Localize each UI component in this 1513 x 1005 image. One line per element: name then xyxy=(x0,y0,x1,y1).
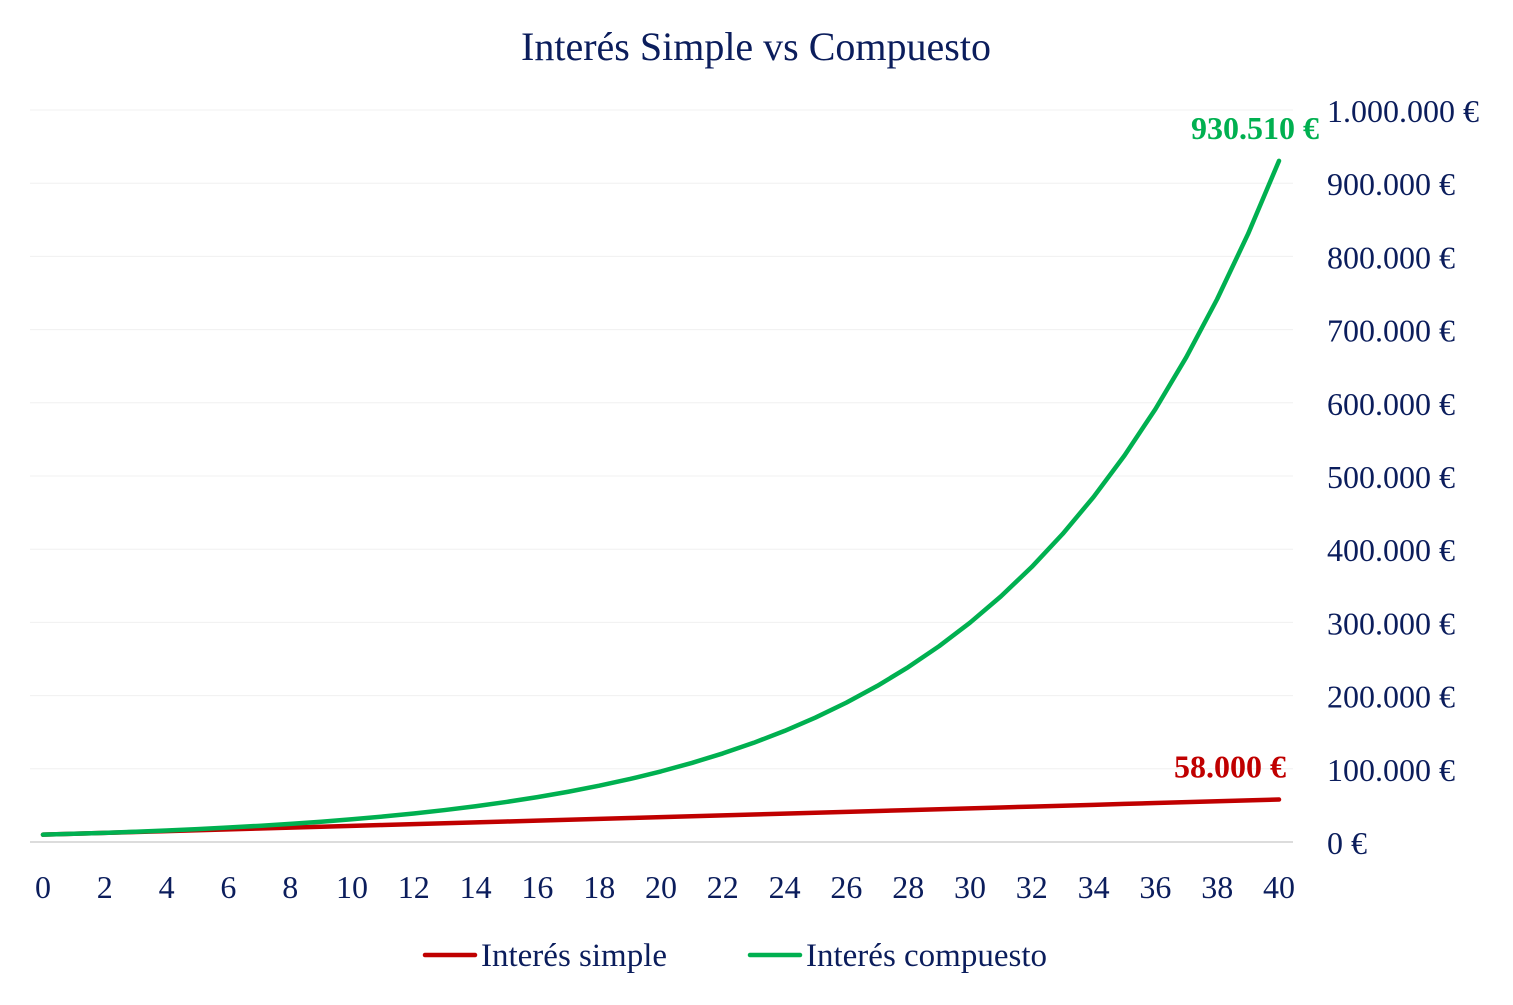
end-data-label: 58.000 € xyxy=(1174,749,1286,785)
x-tick-label: 38 xyxy=(1201,869,1233,905)
y-tick-label: 700.000 € xyxy=(1327,313,1455,349)
x-tick-label: 28 xyxy=(892,869,924,905)
series-line-simple xyxy=(40,797,1282,837)
x-axis-tick-labels: 0 2 4 6 8 10 12 14 16 18 20 22 24 26 28 30 32 34 36 38 40 xyxy=(35,869,1295,905)
x-tick-label: 32 xyxy=(1016,869,1048,905)
y-tick-label: 200.000 € xyxy=(1327,679,1455,715)
legend-item: Interés compuesto xyxy=(747,938,1047,974)
x-tick-label: 0 xyxy=(35,869,51,905)
legend-item: Interés simple xyxy=(422,938,667,974)
x-tick-label: 24 xyxy=(769,869,801,905)
x-tick-label: 16 xyxy=(521,869,553,905)
y-tick-label: 800.000 € xyxy=(1327,239,1455,275)
y-tick-label: 400.000 € xyxy=(1327,532,1455,568)
x-tick-label: 6 xyxy=(220,869,236,905)
x-tick-label: 8 xyxy=(282,869,298,905)
x-tick-label: 10 xyxy=(336,869,368,905)
legend: Interés simple Interés compuesto xyxy=(422,938,1047,974)
x-tick-label: 26 xyxy=(830,869,862,905)
end-data-labels: 58.000 € 930.510 € xyxy=(1174,110,1319,785)
y-axis-tick-labels: 0 € 100.000 € 200.000 € 300.000 € 400.000 € 5… xyxy=(1327,93,1479,861)
x-tick-label: 2 xyxy=(97,869,113,905)
end-data-label: 930.510 € xyxy=(1191,110,1319,146)
y-tick-label: 1.000.000 € xyxy=(1327,93,1479,129)
series-lines xyxy=(40,158,1282,837)
x-tick-label: 30 xyxy=(954,869,986,905)
y-tick-label: 900.000 € xyxy=(1327,166,1455,202)
chart-title: Interés Simple vs Compuesto xyxy=(521,24,991,69)
x-tick-label: 18 xyxy=(583,869,615,905)
gridlines xyxy=(30,109,1293,843)
legend-label: Interés simple xyxy=(481,938,667,974)
y-tick-label: 0 € xyxy=(1327,825,1367,861)
x-tick-label: 12 xyxy=(398,869,430,905)
x-tick-label: 40 xyxy=(1263,869,1295,905)
x-tick-label: 20 xyxy=(645,869,677,905)
x-tick-label: 4 xyxy=(159,869,175,905)
y-tick-label: 300.000 € xyxy=(1327,605,1455,641)
x-tick-label: 36 xyxy=(1139,869,1171,905)
series-line-compound xyxy=(40,158,1282,837)
x-tick-label: 14 xyxy=(460,869,492,905)
legend-label: Interés compuesto xyxy=(806,938,1047,974)
y-tick-label: 100.000 € xyxy=(1327,752,1455,788)
y-tick-label: 600.000 € xyxy=(1327,386,1455,422)
x-tick-label: 22 xyxy=(707,869,739,905)
x-tick-label: 34 xyxy=(1078,869,1110,905)
y-tick-label: 500.000 € xyxy=(1327,459,1455,495)
